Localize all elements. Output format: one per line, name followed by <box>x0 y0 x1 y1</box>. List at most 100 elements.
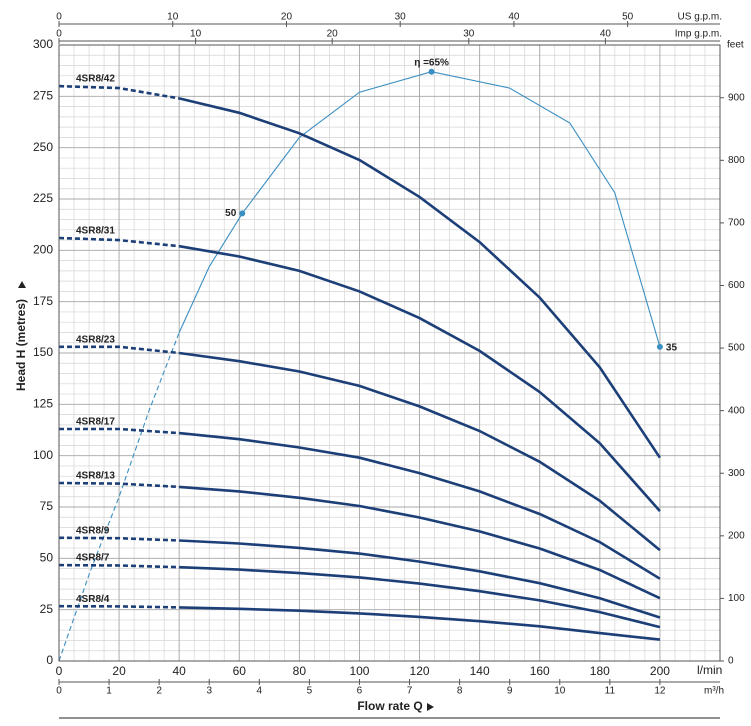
annotation: η =65% <box>414 57 449 68</box>
bottom-axis-2-label: m³/h <box>704 686 724 697</box>
tick-label: 10 <box>190 29 202 40</box>
y-tick-label: 100 <box>33 448 53 462</box>
x-tick-label: 40 <box>173 664 187 678</box>
y-tick-label: 300 <box>33 37 53 51</box>
series-label: 4SR8/42 <box>76 74 115 85</box>
tick-label: 20 <box>281 12 293 23</box>
grid <box>58 44 720 662</box>
annotation: 50 <box>225 208 237 219</box>
x-tick-label: 180 <box>590 664 610 678</box>
series-line <box>179 485 661 600</box>
series-line <box>179 606 661 641</box>
y-tick-label: 125 <box>33 397 53 411</box>
x-tick-label: 20 <box>112 664 126 678</box>
efficiency-line <box>58 332 180 662</box>
y-arrow <box>18 281 26 288</box>
annotation: 35 <box>666 342 678 353</box>
x-arrow <box>427 703 434 711</box>
series-label: 4SR8/23 <box>76 334 115 345</box>
series-label: 4SR8/4 <box>76 594 110 605</box>
x-tick-label: 0 <box>56 664 63 678</box>
x-tick-label: 60 <box>233 664 247 678</box>
y2-tick-label: 200 <box>728 530 745 541</box>
series-label: 4SR8/9 <box>76 525 110 536</box>
series-line <box>58 84 180 100</box>
series-line <box>58 563 180 569</box>
tick-label: 10 <box>554 686 566 697</box>
y-axis-label: Head H (metres) <box>14 299 28 391</box>
top-axis-label: US g.p.m. <box>678 12 722 23</box>
tick-label: 50 <box>622 12 634 23</box>
tick-label: 0 <box>56 686 62 697</box>
x-tick-label: 80 <box>293 664 307 678</box>
y2-tick-label: 900 <box>728 92 745 103</box>
y2-tick-label: 0 <box>728 656 734 667</box>
y2-tick-label: 100 <box>728 593 745 604</box>
tick-label: 8 <box>457 686 463 697</box>
efficiency-point <box>428 68 435 75</box>
y-tick-label: 225 <box>33 191 53 205</box>
top-axis-2-label: Imp g.p.m. <box>675 29 722 40</box>
plot-frame <box>58 44 721 662</box>
series-line <box>59 345 180 355</box>
efficiency-point <box>239 210 246 217</box>
tick-label: 2 <box>156 686 162 697</box>
series-line <box>58 481 180 489</box>
series-line <box>178 244 661 512</box>
tick-label: 9 <box>507 686 513 697</box>
plot-layer: 4SR8/42 4SR8/31 4SR8/23 4SR8/17 4SR8/13 4SR8/… <box>58 57 678 662</box>
tick-label: 3 <box>206 686 212 697</box>
y-tick-label: 150 <box>33 345 53 359</box>
series-line <box>58 236 180 248</box>
tick-label: 0 <box>56 12 62 23</box>
y2-tick-label: 700 <box>728 218 745 229</box>
y-tick-label: 0 <box>46 653 53 667</box>
series-label: 4SR8/7 <box>76 553 110 564</box>
x-tick-label: 100 <box>349 664 369 678</box>
x-tick-label: 140 <box>470 664 490 678</box>
y2-tick-label: 400 <box>728 405 745 416</box>
x-tick-label: 120 <box>410 664 430 678</box>
tick-label: 20 <box>327 29 339 40</box>
series-label: 4SR8/31 <box>76 226 115 237</box>
tick-label: 40 <box>508 12 520 23</box>
series-line <box>58 536 180 542</box>
series-line <box>59 427 180 435</box>
tick-label: 0 <box>56 29 62 40</box>
y2-tick-label: 500 <box>728 343 745 354</box>
y-tick-label: 250 <box>33 140 53 154</box>
y2-axis-label: feet <box>727 40 744 51</box>
y-tick-label: 275 <box>33 89 53 103</box>
tick-label: 4 <box>257 686 263 697</box>
y2-tick-label: 800 <box>728 155 745 166</box>
tick-label: 40 <box>600 29 612 40</box>
tick-label: 30 <box>463 29 475 40</box>
tick-label: 1 <box>106 686 112 697</box>
y-tick-label: 175 <box>33 294 53 308</box>
tick-label: 5 <box>307 686 313 697</box>
x-tick-label: 160 <box>530 664 550 678</box>
y2-tick-label: 600 <box>728 280 745 291</box>
series-line <box>179 539 661 619</box>
series-line <box>179 351 661 552</box>
x-tick-label: 200 <box>650 664 670 678</box>
series-line <box>58 604 180 609</box>
y2-tick-label: 300 <box>728 468 745 479</box>
x-axis-label: Flow rate Q <box>357 699 422 713</box>
tick-label: 10 <box>167 12 179 23</box>
y-tick-label: 200 <box>33 243 53 257</box>
series-label: 4SR8/13 <box>76 471 115 482</box>
tick-label: 12 <box>654 686 666 697</box>
efficiency-point <box>656 343 663 350</box>
y-tick-label: 25 <box>40 602 54 616</box>
tick-label: 7 <box>407 686 413 697</box>
y-tick-label: 50 <box>40 551 54 565</box>
tick-label: 30 <box>395 12 407 23</box>
efficiency-line <box>178 71 661 347</box>
series-line <box>179 565 661 629</box>
x-unit: l/min <box>697 663 722 677</box>
tick-label: 6 <box>357 686 363 697</box>
series-label: 4SR8/17 <box>76 417 115 428</box>
y-tick-label: 75 <box>40 499 54 513</box>
